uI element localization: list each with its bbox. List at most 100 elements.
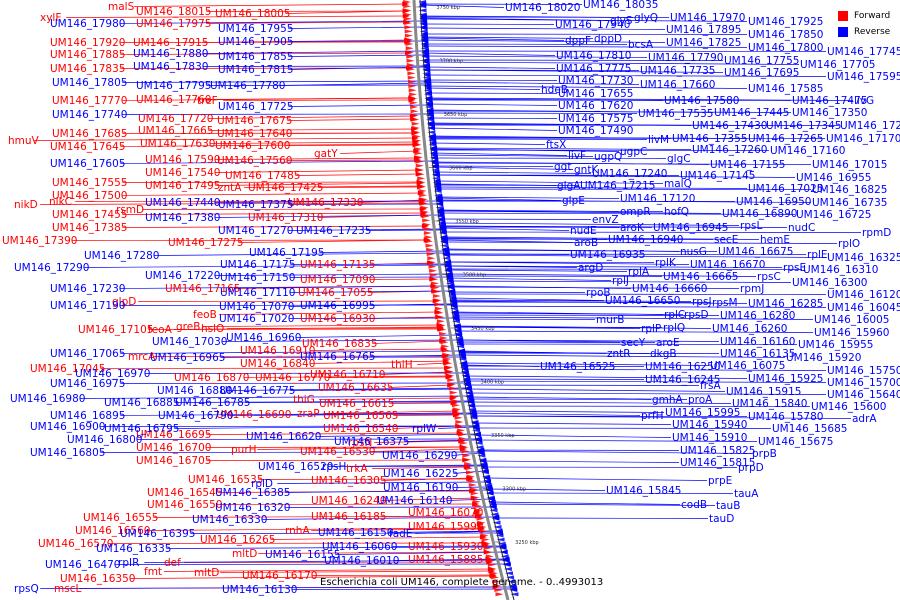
reverse-feature-arrow [451, 319, 460, 324]
reverse-gene-label: UM146_17575 [558, 113, 633, 125]
reverse-gene-label: UM146_17925 [748, 16, 823, 28]
reverse-gene-label: secE [714, 234, 738, 246]
forward-leader-line [372, 340, 445, 344]
reverse-feature-arrow [476, 449, 485, 454]
forward-feature-arrow [408, 88, 417, 93]
reverse-feature-arrow [434, 193, 443, 198]
forward-gene-label: UM146_17665 [138, 125, 213, 137]
reverse-leader-line [433, 162, 812, 165]
forward-feature-arrow [473, 504, 482, 508]
forward-feature-arrow [485, 554, 494, 559]
reverse-leader-line [422, 23, 555, 25]
reverse-gene-label: UM146_17580 [664, 95, 739, 107]
reverse-feature-arrow [439, 239, 448, 244]
reverse-leader-line [288, 26, 423, 29]
forward-gene-label: UM146_15930 [408, 541, 483, 553]
reverse-leader-line [424, 55, 648, 58]
forward-gene-label: UM146_17455 [52, 209, 127, 221]
reverse-leader-line [449, 286, 740, 289]
forward-feature-arrow [404, 25, 413, 30]
reverse-leader-line [421, 4, 505, 8]
reverse-feature-arrow [510, 592, 519, 597]
reverse-gene-label: UM146_18035 [583, 0, 658, 11]
reverse-gene-label: UM146_16045 [827, 302, 900, 314]
reverse-gene-label: UM146_16335 [96, 543, 171, 555]
reverse-leader-line [479, 450, 752, 454]
forward-feature-arrows [402, 0, 504, 597]
reverse-feature-arrow [423, 79, 432, 84]
reverse-leader-line [433, 165, 554, 167]
forward-feature-arrow [431, 285, 440, 290]
reverse-gene-label: UM146_15780 [748, 411, 823, 423]
reverse-leader-line [432, 154, 594, 157]
reverse-gene-label: UM146_17345 [766, 120, 841, 132]
forward-gene-label: xylF [40, 12, 61, 24]
forward-feature-arrow [418, 189, 427, 193]
reverse-gene-label: adrA [852, 413, 877, 425]
reverse-leader-line [440, 225, 788, 228]
forward-gene-label: UM146_18005 [215, 8, 290, 20]
forward-gene-label: UM146_17105 [78, 324, 153, 336]
forward-feature-arrow [463, 457, 472, 462]
reverse-leader-line [206, 84, 427, 86]
reverse-leader-line [490, 501, 681, 505]
reverse-gene-label: UM146_16650 [605, 295, 680, 307]
forward-gene-label: UM146_17055 [298, 287, 373, 299]
forward-feature-arrow [461, 449, 470, 454]
reverse-feature-arrow [486, 495, 495, 500]
forward-feature-arrow [449, 390, 458, 395]
reverse-feature-arrow [467, 407, 476, 412]
forward-gene-label: UM146_17330 [288, 197, 363, 209]
reverse-feature-arrow [427, 130, 436, 135]
reverse-leader-line [474, 427, 772, 429]
map-caption: Escherichia coli UM146, complete genome.… [320, 577, 604, 588]
reverse-gene-label: UM146_15915 [726, 386, 801, 398]
reverse-leader-line [453, 312, 684, 315]
reverse-gene-label: UM146_16245 [645, 374, 720, 386]
forward-leader-line [72, 239, 429, 241]
forward-gene-label: UM146_17720 [138, 113, 213, 125]
reverse-feature-arrow [432, 176, 441, 181]
reverse-leader-line [437, 196, 620, 199]
forward-leader-line [285, 144, 418, 146]
reverse-gene-label: UM146_16520 [258, 461, 333, 473]
reverse-gene-label: UM146_17220 [145, 270, 220, 282]
reverse-leader-line [40, 586, 512, 589]
forward-feature-arrow [462, 453, 471, 458]
forward-feature-arrow [458, 436, 467, 441]
reverse-gene-label: UM146_15960 [814, 327, 889, 339]
reverse-feature-arrow [445, 277, 454, 282]
forward-gene-label: UM146_16540 [323, 423, 398, 435]
reverse-leader-line [154, 252, 445, 256]
forward-feature-arrow [407, 71, 416, 76]
reverse-gene-label: livF [568, 150, 586, 162]
reverse-leader-line [444, 253, 807, 255]
reverse-leader-line [451, 299, 692, 302]
reverse-gene-label: bcsA [628, 39, 654, 51]
reverse-gene-label: UM146_17070 [219, 301, 294, 313]
reverse-gene-label: UM146_16190 [383, 482, 458, 494]
reverse-feature-arrow [454, 331, 463, 336]
reverse-gene-label: UM146_17245 [840, 120, 900, 132]
reverse-leader-line [473, 422, 672, 425]
forward-feature-arrow [435, 310, 444, 315]
reverse-leader-line [166, 546, 502, 549]
forward-gene-label: UM146_16570 [38, 538, 113, 550]
reverse-gene-label: envZ [592, 214, 619, 226]
reverse-gene-label: UM146_17490 [558, 125, 633, 137]
reverse-gene-label: UM146_16805 [30, 447, 105, 459]
forward-leader-line [142, 208, 425, 210]
forward-leader-line [370, 278, 435, 280]
reverse-feature-arrow [489, 508, 498, 513]
reverse-gene-label: fadE [389, 528, 412, 540]
reverse-gene-label: dppD [594, 33, 622, 45]
reverse-gene-label: UM146_16075 [710, 360, 785, 372]
forward-feature-arrow [460, 445, 469, 450]
reverse-leader-line [122, 113, 429, 115]
reverse-leader-line [435, 180, 664, 184]
reverse-gene-label: UM146_17695 [724, 67, 799, 79]
reverse-leader-line [203, 65, 425, 67]
forward-leader-line [389, 402, 456, 404]
reverse-leader-line [215, 273, 448, 276]
reverse-gene-label: frsA [700, 380, 721, 392]
